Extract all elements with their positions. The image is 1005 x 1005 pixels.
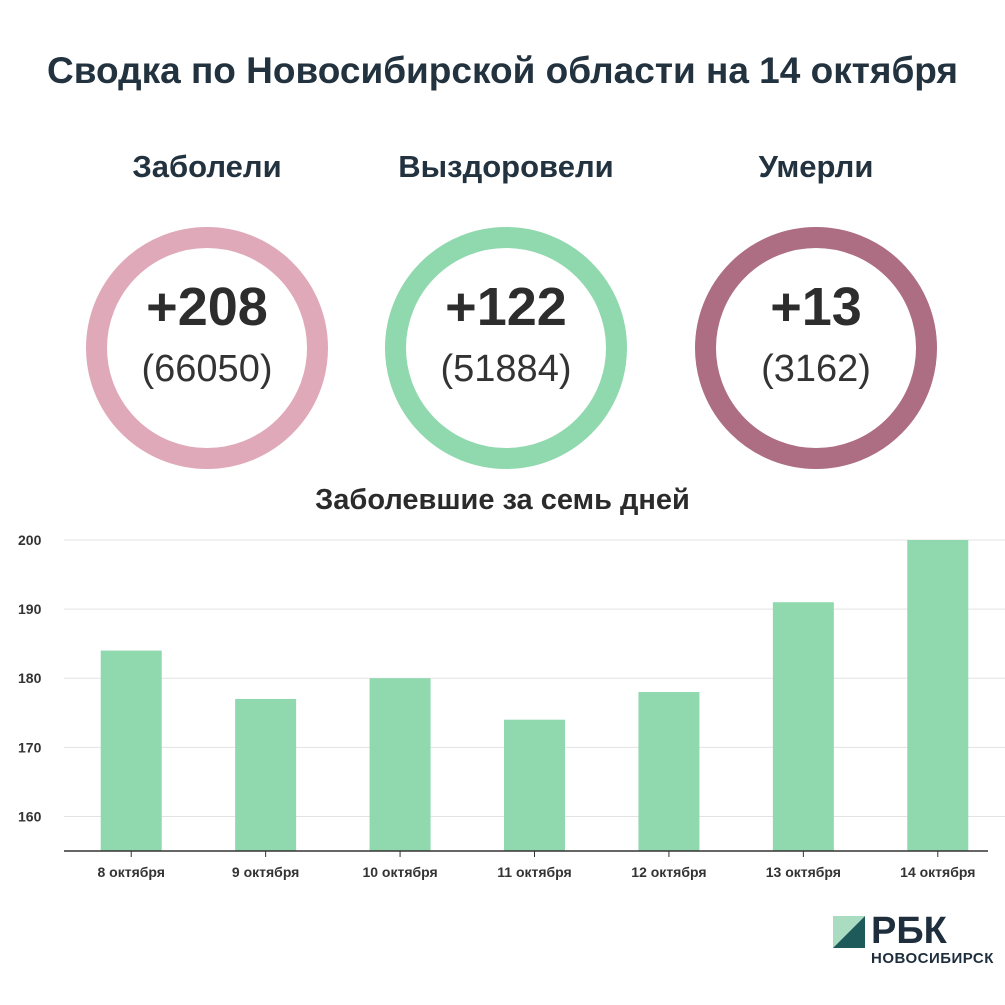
chart-title: Заболевшие за семь дней [315,484,690,516]
x-tick-label: 11 октября [497,864,571,880]
bar [638,692,700,851]
logo-subtitle: НОВОСИБИРСК [871,950,994,967]
bar [907,540,969,851]
stat-label: Умерли [758,149,874,184]
bar [772,602,834,851]
stat-ring: +13 (3162) [695,227,937,469]
y-tick-label: 200 [18,532,42,548]
x-tick-label: 12 октября [631,864,706,880]
stat-delta: +122 [445,277,567,337]
y-tick-label: 190 [18,601,42,617]
x-tick-label: 8 октября [97,864,164,880]
stat-label: Выздоровели [398,149,614,184]
x-tick-label: 10 октября [362,864,437,880]
stat-total: (51884) [440,348,572,390]
x-tick-label: 9 октября [232,864,299,880]
stat-delta: +208 [146,277,268,337]
bar [504,719,565,851]
bar [369,678,431,851]
logo-text: РБК [871,910,947,952]
x-tick-label: 13 октября [766,864,841,880]
bar-chart: 160 170 180 190 200 8 октября 9 октября 10 октя… [18,532,1005,880]
stat-total: (3162) [761,348,871,390]
stat-deaths: Умерли +13 (3162) [676,145,956,469]
stat-total: (66050) [141,348,273,390]
stat-ring: +208 (66050) [86,227,328,469]
page-title: Сводка по Новосибирской области на 14 ок… [47,50,958,91]
logo-mark-icon [833,916,865,948]
stat-ring: +122 (51884) [385,227,627,469]
y-tick-label: 180 [18,670,42,686]
y-tick-label: 160 [18,808,42,824]
stat-label: Заболели [132,149,282,184]
stat-recovered: Выздоровели +122 (51884) [366,145,646,469]
bar [100,650,162,851]
rbc-logo: РБК НОВОСИБИРСК [833,910,998,972]
bar [235,698,297,851]
x-tick-label: 14 октября [900,864,975,880]
stat-delta: +13 [770,277,862,337]
y-tick-label: 170 [18,739,42,755]
stat-infected: Заболели +208 (66050) [67,145,347,469]
